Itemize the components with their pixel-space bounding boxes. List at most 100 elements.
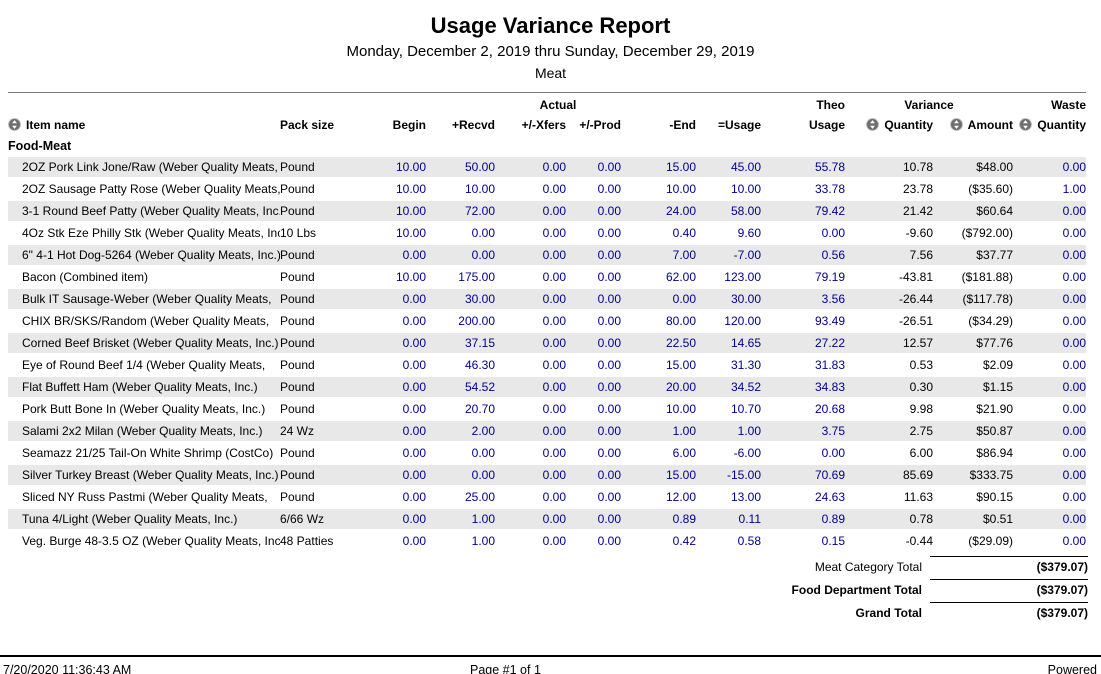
cell-theo-usage: 79.19 <box>761 265 845 289</box>
cell-waste-quantity: 0.00 <box>1013 419 1086 443</box>
table-row: Flat Buffett Ham (Weber Quality Meats, I… <box>8 375 1086 399</box>
sort-icon[interactable] <box>8 118 21 131</box>
cell-pack-size: 48 Patties <box>280 529 376 553</box>
header-group-variance: Variance <box>904 98 954 112</box>
cell-prod: 0.00 <box>566 441 621 465</box>
column-header-usage: =Usage <box>717 118 761 132</box>
column-header-waste-quantity[interactable]: Quantity <box>1013 112 1086 136</box>
cell-usage: 1.00 <box>696 419 761 443</box>
cell-xfers: 0.00 <box>495 331 566 355</box>
cell-end: 0.00 <box>621 287 696 311</box>
cell-usage: 13.00 <box>696 485 761 509</box>
cell-prod: 0.00 <box>566 375 621 399</box>
sort-icon[interactable] <box>1019 118 1033 131</box>
cell-variance-amount: ($792.00) <box>933 221 1013 245</box>
cell-end: 24.00 <box>621 199 696 223</box>
cell-xfers: 0.00 <box>495 265 566 289</box>
cell-pack-size: Pound <box>280 199 376 223</box>
cell-theo-usage: 93.49 <box>761 309 845 333</box>
cell-usage: 34.52 <box>696 375 761 399</box>
total-row: Food Department Total ($379.07) <box>8 578 1088 601</box>
cell-xfers: 0.00 <box>495 507 566 531</box>
footer-divider <box>0 655 1101 657</box>
cell-variance-amount: $60.64 <box>933 199 1013 223</box>
cell-waste-quantity: 0.00 <box>1013 529 1086 553</box>
cell-variance-quantity: 85.69 <box>845 463 933 487</box>
cell-variance-quantity: 23.78 <box>845 177 933 201</box>
cell-waste-quantity: 0.00 <box>1013 485 1086 509</box>
table-row: Tuna 4/Light (Weber Quality Meats, Inc.)… <box>8 507 1086 531</box>
cell-end: 10.00 <box>621 177 696 201</box>
cell-begin: 0.00 <box>376 397 426 421</box>
cell-theo-usage: 20.68 <box>761 397 845 421</box>
cell-pack-size: Pound <box>280 375 376 399</box>
cell-recvd: 37.15 <box>426 331 495 355</box>
cell-prod: 0.00 <box>566 155 621 179</box>
cell-pack-size: Pound <box>280 331 376 355</box>
header-spacer <box>8 93 280 113</box>
sort-icon[interactable] <box>949 118 963 131</box>
cell-end: 10.00 <box>621 397 696 421</box>
cell-pack-size: Pound <box>280 441 376 465</box>
cell-prod: 0.00 <box>566 265 621 289</box>
cell-waste-quantity: 0.00 <box>1013 265 1086 289</box>
cell-variance-quantity: 10.78 <box>845 155 933 179</box>
cell-variance-amount: ($117.78) <box>933 287 1013 311</box>
cell-xfers: 0.00 <box>495 243 566 267</box>
cell-item-name: 3-1 Round Beef Patty (Weber Quality Meat… <box>8 199 280 223</box>
cell-recvd: 200.00 <box>426 309 495 333</box>
cell-item-name: Veg. Burge 48-3.5 OZ (Weber Quality Meat… <box>8 529 280 553</box>
cell-item-name: 2OZ Pork Link Jone/Raw (Weber Quality Me… <box>8 155 280 179</box>
cell-usage: 58.00 <box>696 199 761 223</box>
cell-recvd: 72.00 <box>426 199 495 223</box>
column-header-variance-quantity[interactable]: Quantity <box>845 112 933 136</box>
cell-xfers: 0.00 <box>495 309 566 333</box>
cell-variance-quantity: -26.44 <box>845 287 933 311</box>
cell-item-name: 2OZ Sausage Patty Rose (Weber Quality Me… <box>8 177 280 201</box>
cell-usage: 9.60 <box>696 221 761 245</box>
cell-prod: 0.00 <box>566 331 621 355</box>
report-header: Usage Variance Report Monday, December 2… <box>0 0 1101 83</box>
cell-prod: 0.00 <box>566 243 621 267</box>
cell-pack-size: 10 Lbs <box>280 221 376 245</box>
totals-section: Meat Category Total ($379.07) Food Departm… <box>8 555 1088 624</box>
cell-xfers: 0.00 <box>495 221 566 245</box>
sort-icon[interactable] <box>866 118 880 131</box>
report-category: Meat <box>534 65 567 81</box>
cell-begin: 10.00 <box>376 155 426 179</box>
column-header-end: -End <box>669 118 696 132</box>
cell-variance-amount: $37.77 <box>933 243 1013 267</box>
cell-variance-quantity: 2.75 <box>845 419 933 443</box>
cell-pack-size: 6/66 Wz <box>280 507 376 531</box>
cell-recvd: 0.00 <box>426 463 495 487</box>
cell-waste-quantity: 0.00 <box>1013 507 1086 531</box>
cell-xfers: 0.00 <box>495 287 566 311</box>
cell-begin: 10.00 <box>376 221 426 245</box>
cell-variance-amount: ($29.09) <box>933 529 1013 553</box>
cell-recvd: 30.00 <box>426 287 495 311</box>
header-theo-line1: Theo <box>816 98 845 112</box>
cell-recvd: 46.30 <box>426 353 495 377</box>
table-row: Salami 2x2 Milan (Weber Quality Meats, I… <box>8 419 1086 443</box>
table-row: 2OZ Pork Link Jone/Raw (Weber Quality Me… <box>8 155 1086 179</box>
cell-recvd: 1.00 <box>426 529 495 553</box>
cell-waste-quantity: 1.00 <box>1013 177 1086 201</box>
cell-usage: -7.00 <box>696 243 761 267</box>
cell-end: 7.00 <box>621 243 696 267</box>
column-header-variance-amount[interactable]: Amount <box>933 112 1013 136</box>
cell-begin: 0.00 <box>376 353 426 377</box>
cell-end: 20.00 <box>621 375 696 399</box>
cell-variance-amount: $1.15 <box>933 375 1013 399</box>
cell-variance-amount: $50.87 <box>933 419 1013 443</box>
cell-end: 0.89 <box>621 507 696 531</box>
cell-end: 6.00 <box>621 441 696 465</box>
page-title: Usage Variance Report <box>430 13 671 38</box>
column-header-item-name[interactable]: Item name <box>8 112 280 136</box>
cell-variance-quantity: -43.81 <box>845 265 933 289</box>
cell-begin: 0.00 <box>376 331 426 355</box>
cell-theo-usage: 27.22 <box>761 331 845 355</box>
cell-begin: 0.00 <box>376 287 426 311</box>
cell-theo-usage: 34.83 <box>761 375 845 399</box>
cell-item-name: Silver Turkey Breast (Weber Quality Meat… <box>8 463 280 487</box>
cell-item-name: Sliced NY Russ Pastmi (Weber Quality Mea… <box>8 485 280 509</box>
